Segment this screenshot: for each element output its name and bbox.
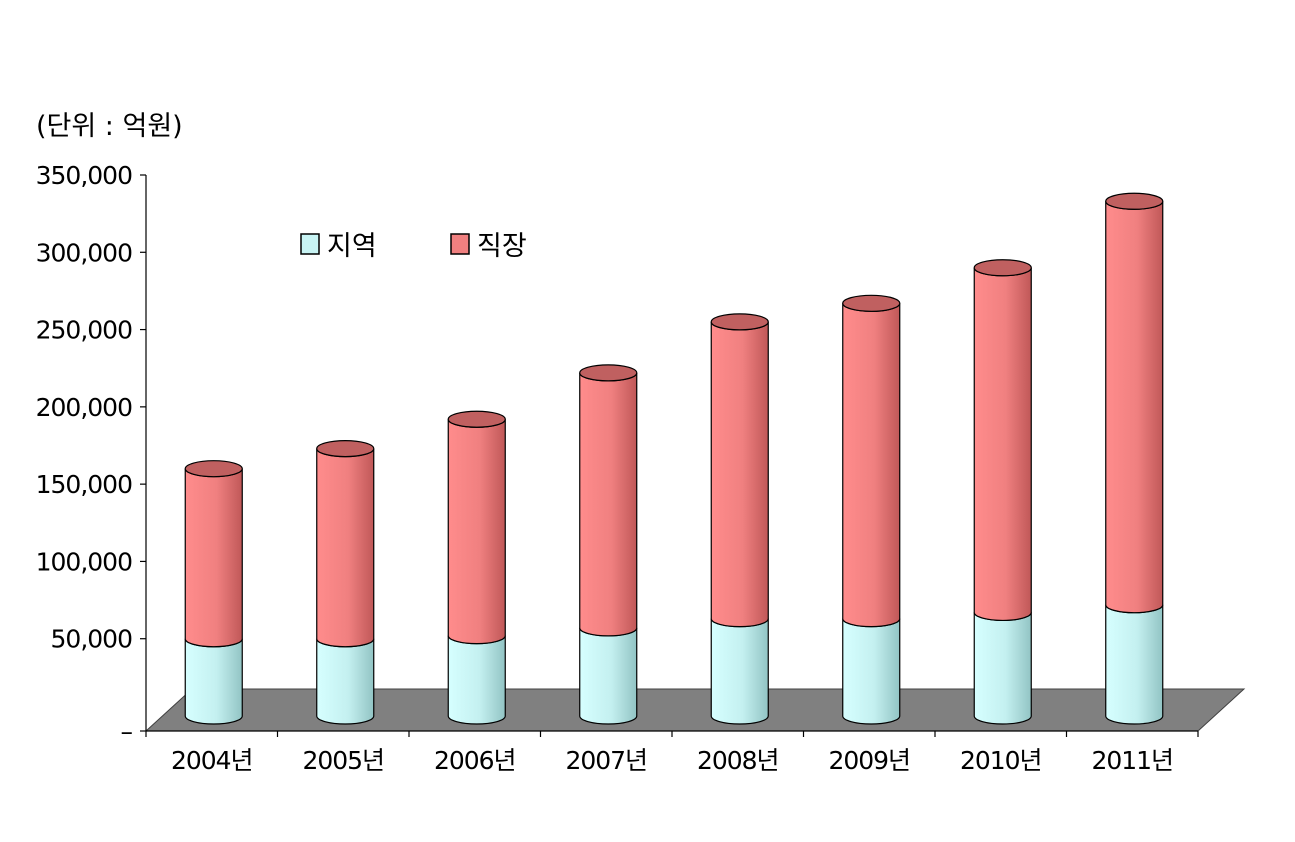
y-tick-label: – [121,717,133,746]
bars-layer [184,192,1164,725]
y-tick-label: 100,000 [36,547,132,576]
x-tick-label: 2011년 [1091,746,1173,775]
bar-jiyeok [184,638,243,725]
bar-top-cap [316,439,375,458]
bar-jiyeok [842,618,901,725]
legend-label-jikjang: 직장 [477,231,527,262]
legend: 지역 직장 [300,231,527,262]
y-tick-label: 150,000 [36,470,132,499]
bar-jikjang [842,303,901,628]
y-tick-label: 350,000 [36,161,132,190]
bar-top-cap [579,364,638,382]
bar-top-cap [447,410,506,428]
bar-jiyeok [1105,604,1164,725]
bar-top-cap [710,313,769,331]
x-tick-label: 2005년 [302,746,384,775]
bar-jikjang [1105,201,1164,614]
bar-top-cap [973,259,1032,277]
bar-jikjang [316,448,375,648]
x-tick-label: 2010년 [960,746,1042,775]
bar-top-cap [842,294,901,312]
bar-jikjang [579,372,638,637]
axis-layer: – 50,000 100,000 150,000 200,000 250,000 300,0… [36,161,1199,775]
x-tick-label: 2008년 [697,746,779,775]
bar-jikjang [184,468,243,648]
y-tick-label: 200,000 [36,393,132,422]
x-tick-label: 2006년 [434,746,516,775]
bar-jikjang [973,267,1032,622]
legend-swatch-jikjang [450,233,470,255]
x-tick-label: 2004년 [171,746,253,775]
y-tick-label: 300,000 [36,238,132,267]
legend-swatch-jiyeok [300,233,320,255]
bar-jiyeok [973,612,1032,725]
y-tick-label: 50,000 [51,625,133,654]
bar-jikjang [710,321,769,628]
x-tick-label: 2007년 [565,746,647,775]
y-tick-label: 250,000 [36,316,132,345]
bar-jiyeok [579,627,638,725]
unit-label: (단위 : 억원) [36,111,183,142]
chart-floor-layer [144,688,1246,732]
bar-jiyeok [316,638,375,725]
bar-top-cap [184,460,243,478]
bar-jikjang [447,419,506,645]
chart-floor [144,688,1246,732]
legend-label-jiyeok: 지역 [327,231,377,262]
bar-jiyeok [447,635,506,725]
x-tick-label: 2009년 [828,746,910,775]
bar-jiyeok [710,618,769,725]
bar-top-cap [1105,192,1164,210]
